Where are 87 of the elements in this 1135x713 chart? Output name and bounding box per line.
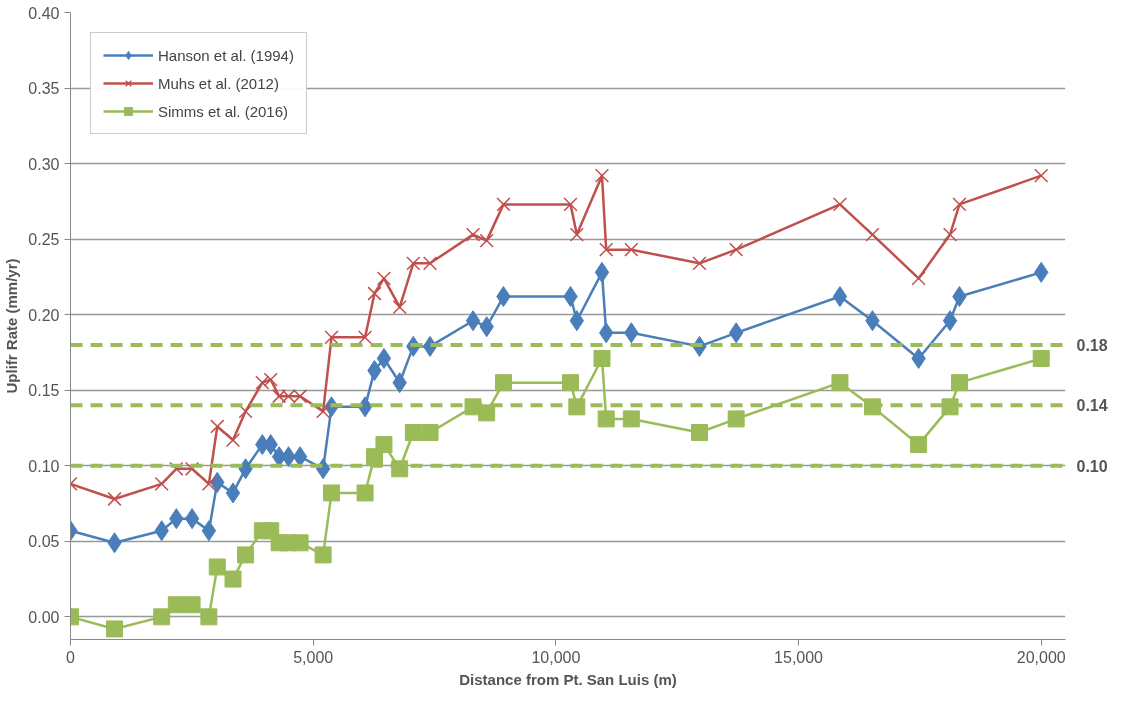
point [594,261,610,283]
point [224,570,242,588]
point [314,546,332,564]
point [624,242,639,257]
point [376,271,392,286]
x-tick-label: 0 [66,648,76,666]
point [496,197,511,212]
point [1034,168,1049,183]
point [832,286,848,308]
point [324,330,339,345]
point [1032,349,1050,367]
x-tick-label: 10,000 [531,648,581,666]
point [208,558,226,576]
legend-label: Muhs et al. (2012) [158,74,279,92]
point [465,310,481,332]
y-tick-label: 0.00 [28,608,60,626]
y-tick-label: 0.15 [28,382,60,400]
point [727,410,745,428]
point [106,620,124,638]
point [729,242,744,257]
point [238,404,253,419]
point [225,482,241,504]
y-axis-title: Uplifr Rate (mm/yr) [3,258,21,394]
point [942,310,958,332]
ref-line-label: 0.10 [1076,457,1108,475]
point [200,608,218,626]
point [910,436,928,454]
point [562,374,580,392]
point [237,546,255,564]
point [563,197,578,212]
point [367,286,382,301]
point [356,484,374,502]
point [376,347,392,369]
y-tick-label: 0.40 [28,4,60,22]
point [942,227,958,242]
point [478,404,496,422]
point [465,227,481,242]
point [357,330,373,345]
point [183,596,201,614]
point [201,476,216,491]
y-tick-label: 0.35 [28,80,60,98]
point [593,349,611,367]
y-tick-label: 0.10 [28,457,60,475]
point [323,484,341,502]
point [599,242,614,257]
point [479,233,494,248]
point [154,476,169,491]
point [225,432,241,448]
point [422,256,438,271]
y-tick-label: 0.20 [28,306,60,324]
point [404,424,422,442]
point [622,410,640,428]
ref-line-label: 0.14 [1076,397,1108,415]
point [421,424,439,442]
point [597,410,615,428]
x-tick-label: 15,000 [774,648,824,666]
point [494,374,512,392]
point [831,374,849,392]
point [375,436,393,454]
x-tick-label: 20,000 [1016,648,1066,666]
point [201,520,217,542]
point [832,197,848,212]
point [263,372,278,387]
y-tick-label: 0.30 [28,155,60,173]
point [153,608,171,626]
point [950,374,968,392]
point [406,256,421,271]
legend-label: Hanson et al. (1994) [158,46,294,64]
point [569,227,584,242]
y-tick-label: 0.25 [28,231,60,249]
point [291,534,309,552]
point [941,398,959,416]
point [184,508,200,530]
point [690,424,708,442]
point [392,300,407,315]
y-tick-label: 0.05 [28,533,60,551]
legend-label: Simms et al. (2016) [158,102,289,120]
point [210,419,225,434]
ref-line-label: 0.18 [1076,336,1108,354]
point [316,404,331,419]
x-axis-title: Distance from Pt. San Luis (m) [459,670,677,688]
point [107,491,122,507]
x-tick-label: 5,000 [293,648,334,666]
point [594,168,610,183]
point [692,256,707,271]
point [255,375,270,390]
point [952,197,967,212]
